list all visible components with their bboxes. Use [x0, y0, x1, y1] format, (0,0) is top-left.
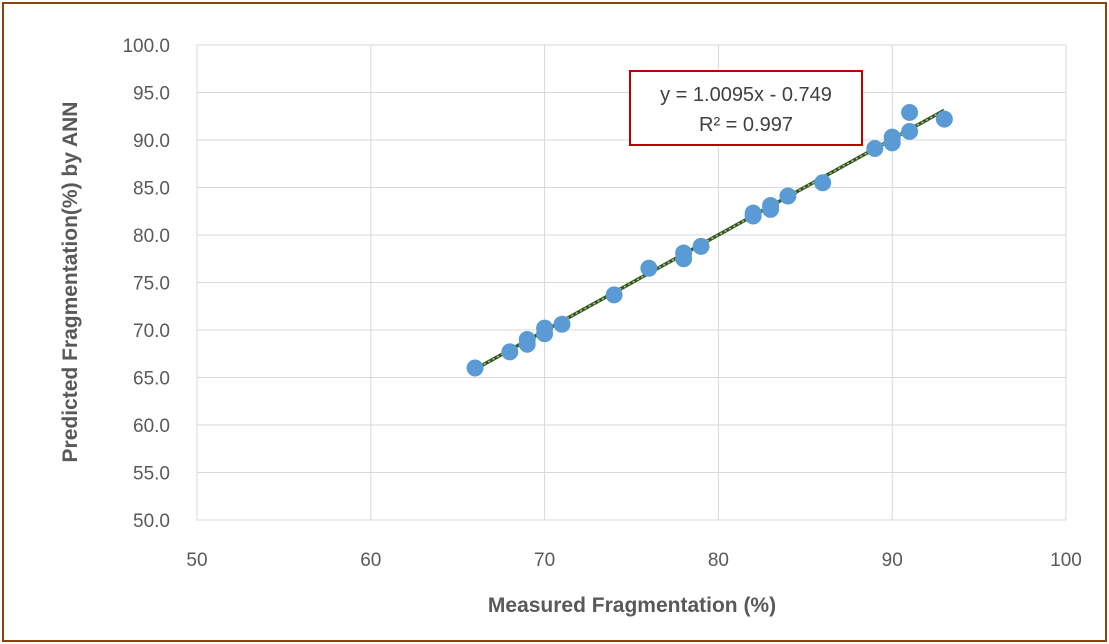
data-point [675, 244, 693, 262]
data-point [553, 315, 571, 333]
x-tick-label: 100 [1050, 550, 1082, 571]
x-tick-label: 50 [186, 550, 207, 571]
data-point [692, 237, 710, 255]
data-point [814, 174, 832, 192]
data-point [866, 140, 884, 158]
trendline-r-squared: R² = 0.997 [699, 114, 793, 136]
data-point [744, 204, 762, 222]
x-tick-labels: 50 60 70 80 90 100 [186, 550, 1081, 571]
data-point [762, 197, 780, 215]
y-tick-label: 70.0 [133, 321, 170, 342]
y-tick-labels: 50.0 55.0 60.0 65.0 70.0 75.0 80.0 85.0 90.0 95.0… [122, 36, 170, 532]
y-tick-label: 90.0 [133, 131, 170, 152]
data-point [779, 187, 797, 205]
equation-box-border [629, 70, 863, 146]
y-tick-label: 95.0 [133, 84, 170, 105]
x-tick-label: 70 [534, 550, 555, 571]
y-axis-title: Predicted Fragmentation(%) by ANN [59, 102, 82, 463]
y-tick-label: 55.0 [133, 464, 170, 485]
y-tick-label: 80.0 [133, 226, 170, 247]
data-point [605, 286, 623, 304]
data-point [901, 122, 919, 140]
y-tick-label: 60.0 [133, 416, 170, 437]
data-point [518, 331, 536, 348]
data-point [536, 319, 554, 337]
y-tick-label: 50.0 [133, 511, 170, 532]
x-tick-label: 90 [882, 550, 903, 571]
data-point [501, 343, 519, 361]
data-points [466, 103, 953, 377]
data-point [883, 128, 901, 146]
trendline-dots [474, 109, 945, 370]
y-tick-label: 65.0 [133, 369, 170, 390]
data-point [935, 110, 953, 128]
x-tick-label: 60 [360, 550, 381, 571]
data-point [640, 259, 658, 277]
trendline-equation-box: y = 1.0095x - 0.749 R² = 0.997 [629, 70, 863, 146]
y-tick-label: 100.0 [122, 36, 170, 57]
data-point [466, 359, 484, 377]
data-point [901, 103, 919, 121]
trendline-equation: y = 1.0095x - 0.749 [660, 84, 832, 106]
y-tick-label: 85.0 [133, 179, 170, 200]
y-tick-label: 75.0 [133, 274, 170, 295]
x-tick-label: 80 [708, 550, 729, 571]
x-axis-title: Measured Fragmentation (%) [488, 594, 776, 617]
trendline [474, 108, 946, 371]
